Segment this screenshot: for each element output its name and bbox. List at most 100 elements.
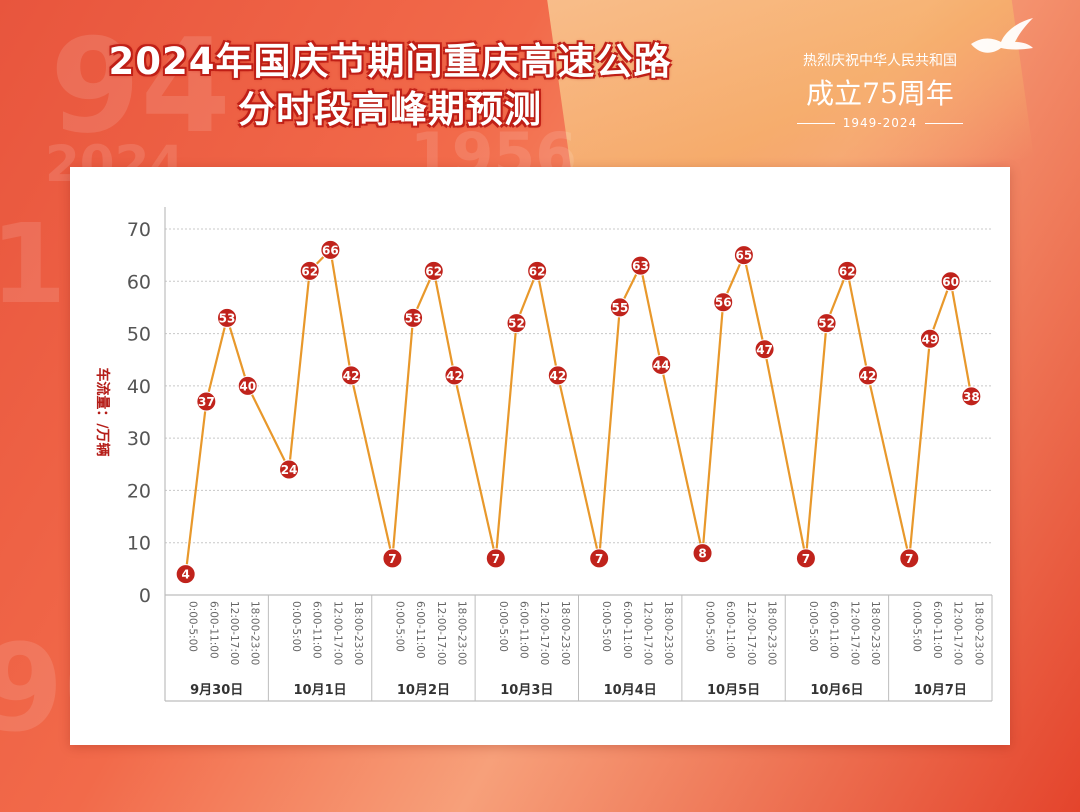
data-point <box>506 313 527 334</box>
time-slot-label: 18:00-23:00 <box>559 601 571 665</box>
data-label: 52 <box>508 317 525 331</box>
data-point <box>547 365 568 386</box>
data-label: 42 <box>343 369 360 383</box>
data-label: 63 <box>632 259 649 273</box>
data-point <box>299 260 320 281</box>
day-label: 10月4日 <box>604 683 657 698</box>
data-point <box>837 260 858 281</box>
time-slot-label: 6:00-11:00 <box>621 601 633 659</box>
time-slot-label: 12:00-17:00 <box>745 601 757 665</box>
data-label: 7 <box>388 552 396 566</box>
time-slot-label: 6:00-11:00 <box>931 601 943 659</box>
y-tick-label: 10 <box>127 533 151 555</box>
time-slot-label: 0:00-5:00 <box>497 601 509 652</box>
data-point <box>423 260 444 281</box>
y-tick-label: 0 <box>139 585 151 607</box>
y-tick-label: 30 <box>127 428 151 450</box>
time-slot-label: 6:00-11:00 <box>311 601 323 659</box>
data-point <box>733 245 754 266</box>
time-slot-label: 0:00-5:00 <box>704 601 716 652</box>
data-point <box>196 391 217 412</box>
time-slot-label: 6:00-11:00 <box>414 601 426 659</box>
data-point <box>444 365 465 386</box>
y-tick-label: 40 <box>127 376 151 398</box>
data-label: 37 <box>198 395 215 409</box>
data-label: 53 <box>219 311 236 325</box>
data-point <box>940 271 961 292</box>
time-slot-label: 12:00-17:00 <box>228 601 240 665</box>
y-tick-label: 70 <box>127 219 151 241</box>
y-tick-label: 20 <box>127 480 151 502</box>
data-label: 40 <box>239 379 256 393</box>
time-slot-label: 12:00-17:00 <box>952 601 964 665</box>
day-label: 10月1日 <box>293 683 346 698</box>
time-slot-label: 12:00-17:00 <box>538 601 550 665</box>
bg-number: 94 <box>50 10 231 162</box>
page-title: 2024年国庆节期间重庆高速公路 分时段高峰期预测 <box>40 38 740 134</box>
time-slot-label: 18:00-23:00 <box>455 601 467 665</box>
data-label: 42 <box>549 369 566 383</box>
data-point <box>382 548 403 569</box>
data-label: 62 <box>425 264 442 278</box>
day-label: 9月30日 <box>190 683 243 698</box>
data-label: 7 <box>595 552 603 566</box>
data-label: 62 <box>839 264 856 278</box>
data-label: 7 <box>802 552 810 566</box>
data-point <box>320 239 341 260</box>
data-point <box>217 307 238 328</box>
time-slot-label: 18:00-23:00 <box>662 601 674 665</box>
time-slot-label: 18:00-23:00 <box>869 601 881 665</box>
data-point <box>589 548 610 569</box>
data-label: 62 <box>301 264 318 278</box>
data-point <box>237 375 258 396</box>
data-label: 38 <box>963 390 980 404</box>
data-point <box>713 292 734 313</box>
badge-text-celebrate: 热烈庆祝中华人民共和国 <box>803 53 957 69</box>
day-label: 10月7日 <box>914 683 967 698</box>
time-slot-label: 12:00-17:00 <box>435 601 447 665</box>
data-point <box>279 459 300 480</box>
data-point <box>609 297 630 318</box>
time-slot-label: 6:00-11:00 <box>517 601 529 659</box>
line-chart: 0 10 20 30 40 50 60 70 车流量：/万辆 9月30日 10月1日 10月2日 10月… <box>94 207 993 702</box>
data-label: 24 <box>281 463 298 477</box>
data-label: 7 <box>492 552 500 566</box>
data-label: 56 <box>715 296 732 310</box>
data-point <box>692 543 713 564</box>
data-label: 66 <box>322 243 339 257</box>
day-label: 10月3日 <box>500 683 553 698</box>
time-slot-label: 0:00-5:00 <box>807 601 819 652</box>
data-point <box>485 548 506 569</box>
time-slot-label: 18:00-23:00 <box>352 601 364 665</box>
time-slot-label: 0:00-5:00 <box>600 601 612 652</box>
data-point <box>795 548 816 569</box>
data-label: 42 <box>860 369 877 383</box>
data-point <box>341 365 362 386</box>
badge-text-years: 1949-2024 <box>780 116 980 130</box>
time-slot-label: 18:00-23:00 <box>249 601 261 665</box>
time-slot-label: 6:00-11:00 <box>207 601 219 659</box>
time-slot-label: 12:00-17:00 <box>848 601 860 665</box>
data-label: 62 <box>529 264 546 278</box>
y-tick-label: 50 <box>127 324 151 346</box>
badge-text-anniversary: 成立75周年 <box>806 77 954 110</box>
time-slot-label: 12:00-17:00 <box>331 601 343 665</box>
time-slot-label: 6:00-11:00 <box>828 601 840 659</box>
series-line <box>184 247 973 575</box>
data-label: 49 <box>922 332 939 346</box>
data-point <box>754 339 775 360</box>
data-label: 47 <box>756 343 773 357</box>
data-point <box>175 564 196 585</box>
time-slot-label: 12:00-17:00 <box>642 601 654 665</box>
data-point <box>919 328 940 349</box>
data-label: 60 <box>942 275 959 289</box>
time-slot-label: 0:00-5:00 <box>910 601 922 652</box>
data-point <box>816 313 837 334</box>
data-label: 65 <box>736 249 753 263</box>
data-point <box>630 255 651 276</box>
day-label: 10月2日 <box>397 683 450 698</box>
time-slot-label: 0:00-5:00 <box>393 601 405 652</box>
time-slot-label: 18:00-23:00 <box>972 601 984 665</box>
data-point <box>899 548 920 569</box>
data-point <box>403 307 424 328</box>
